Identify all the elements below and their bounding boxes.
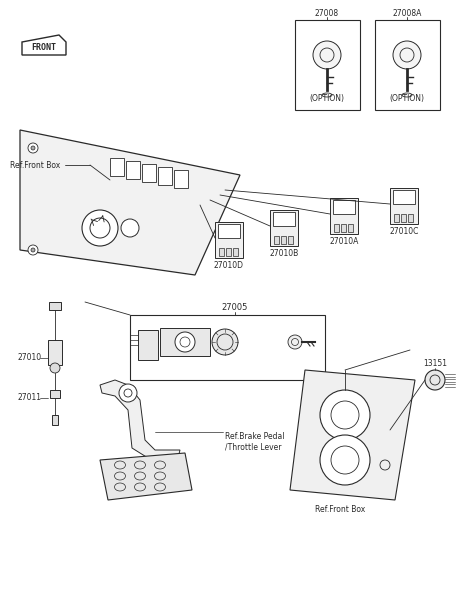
Circle shape xyxy=(212,329,238,355)
Text: 13151: 13151 xyxy=(423,359,447,368)
Text: 27010: 27010 xyxy=(18,353,42,362)
Circle shape xyxy=(393,41,421,69)
Bar xyxy=(218,224,240,238)
Circle shape xyxy=(320,435,370,485)
Bar xyxy=(333,200,355,214)
Text: 27008: 27008 xyxy=(315,9,339,18)
Circle shape xyxy=(320,390,370,440)
Bar xyxy=(138,330,158,360)
Bar xyxy=(281,236,286,244)
Bar xyxy=(48,340,62,365)
Circle shape xyxy=(121,219,139,237)
Circle shape xyxy=(425,370,445,390)
Text: Ref.Front Box: Ref.Front Box xyxy=(10,160,60,169)
Bar xyxy=(160,328,210,356)
Text: Ref.Front Box: Ref.Front Box xyxy=(315,506,365,514)
Text: (OPTION): (OPTION) xyxy=(390,93,425,103)
Text: (OPTION): (OPTION) xyxy=(310,93,345,103)
Circle shape xyxy=(119,384,137,402)
Bar xyxy=(401,214,406,222)
Circle shape xyxy=(175,332,195,352)
Circle shape xyxy=(313,41,341,69)
Bar xyxy=(49,302,61,310)
Text: 27010C: 27010C xyxy=(389,228,419,237)
Bar xyxy=(295,20,360,110)
Bar xyxy=(233,248,238,256)
Bar xyxy=(52,415,58,425)
Polygon shape xyxy=(20,130,240,275)
Bar xyxy=(226,248,231,256)
Bar xyxy=(408,214,413,222)
Text: 27010B: 27010B xyxy=(269,250,299,258)
Circle shape xyxy=(288,335,302,349)
Bar xyxy=(274,236,279,244)
Text: 27010D: 27010D xyxy=(214,261,244,270)
Polygon shape xyxy=(290,370,415,500)
Text: 27008A: 27008A xyxy=(392,9,422,18)
Bar xyxy=(330,198,358,234)
Bar xyxy=(334,224,339,232)
Bar xyxy=(142,164,156,182)
Bar xyxy=(288,236,293,244)
Bar xyxy=(270,210,298,246)
Polygon shape xyxy=(100,453,192,500)
Polygon shape xyxy=(100,380,180,458)
Bar xyxy=(393,190,415,204)
Bar xyxy=(219,248,224,256)
Text: 27011: 27011 xyxy=(18,394,42,402)
Circle shape xyxy=(50,363,60,373)
Circle shape xyxy=(28,143,38,153)
Bar xyxy=(215,222,243,258)
Text: FRONT: FRONT xyxy=(31,44,56,53)
Text: 27010A: 27010A xyxy=(329,238,359,247)
Circle shape xyxy=(28,245,38,255)
Bar xyxy=(174,170,188,188)
Bar xyxy=(50,390,60,398)
Circle shape xyxy=(82,210,118,246)
Polygon shape xyxy=(22,35,66,55)
Bar xyxy=(394,214,399,222)
Bar xyxy=(348,224,353,232)
Bar xyxy=(273,212,295,226)
Bar xyxy=(110,158,124,176)
Bar xyxy=(158,167,172,185)
Circle shape xyxy=(31,248,35,252)
Text: Ref.Brake Pedal
/Throttle Lever: Ref.Brake Pedal /Throttle Lever xyxy=(225,432,284,451)
Bar xyxy=(390,188,418,224)
Bar xyxy=(375,20,440,110)
Bar xyxy=(130,315,325,380)
Text: 27005: 27005 xyxy=(222,303,248,313)
Bar xyxy=(341,224,346,232)
Bar xyxy=(126,161,140,179)
Circle shape xyxy=(31,146,35,150)
